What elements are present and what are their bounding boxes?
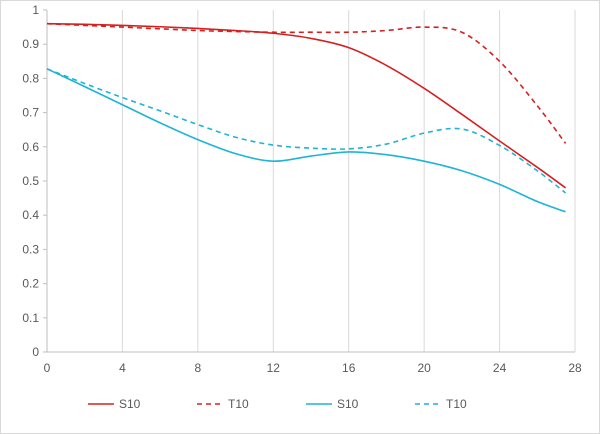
y-tick-label: 0.8 (22, 71, 39, 85)
series-line-blue-dashed (46, 68, 567, 194)
series-lines (46, 22, 567, 213)
axes (43, 9, 575, 353)
x-tick-label: 16 (342, 361, 356, 375)
y-tick-label: 0.5 (22, 174, 39, 188)
y-tick-label: 0.6 (22, 140, 39, 154)
gridlines (121, 10, 576, 352)
y-tick-label: 0.9 (22, 37, 39, 51)
x-tick-label: 0 (44, 361, 51, 375)
series-line-red-dashed (46, 22, 567, 144)
x-tick-label: 4 (119, 361, 126, 375)
legend-label: T10 (228, 397, 249, 411)
y-tick-label: 0.7 (22, 106, 39, 120)
series-line-red-solid (46, 22, 567, 189)
y-tick-label: 0.2 (22, 277, 39, 291)
legend: S10 T10 S10 T10 (88, 397, 467, 411)
y-tick-label: 1 (32, 3, 39, 17)
x-tick-label: 28 (568, 361, 582, 375)
x-tick-label: 8 (195, 361, 202, 375)
legend-label: T10 (446, 397, 467, 411)
y-tick-label: 0 (32, 345, 39, 359)
x-tick-label: 24 (493, 361, 507, 375)
x-axis-tick-labels: 0 4 8 12 16 20 24 28 (44, 361, 582, 375)
y-tick-label: 0.3 (22, 242, 39, 256)
y-tick-label: 0.4 (22, 208, 39, 222)
y-tick-label: 0.1 (22, 311, 39, 325)
x-tick-label: 20 (417, 361, 431, 375)
legend-label: S10 (119, 397, 141, 411)
y-axis-tick-labels: 0 0.1 0.2 0.3 0.4 0.5 0.6 0.7 0.8 0.9 1 (22, 3, 39, 359)
legend-label: S10 (337, 397, 359, 411)
x-tick-label: 12 (267, 361, 281, 375)
series-line-blue-solid (46, 68, 566, 213)
